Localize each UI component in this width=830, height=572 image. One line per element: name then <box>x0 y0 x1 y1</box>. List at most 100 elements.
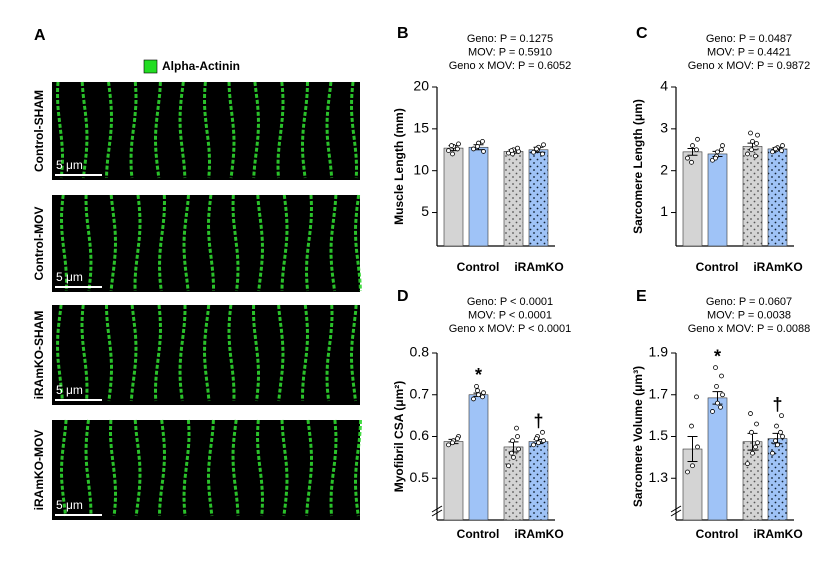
data-point <box>720 143 725 148</box>
bar <box>528 149 549 247</box>
data-point <box>474 383 479 389</box>
data-point <box>446 148 451 154</box>
micrograph <box>52 195 360 292</box>
data-point <box>506 463 511 469</box>
z-line <box>353 194 362 292</box>
z-line <box>158 419 167 517</box>
data-point <box>540 429 545 435</box>
z-line <box>60 419 68 517</box>
y-tick-label: 1.9 <box>649 344 669 360</box>
data-point <box>685 469 690 475</box>
data-point <box>753 444 758 450</box>
y-tick-label: 1.3 <box>649 469 669 485</box>
data-point <box>695 136 700 142</box>
z-line <box>277 304 285 402</box>
z-line <box>84 419 93 517</box>
z-line <box>55 81 64 179</box>
data-point <box>511 454 516 460</box>
data-point <box>754 421 759 427</box>
stat-line: MOV: P = 0.4421 <box>707 46 791 58</box>
y-tick-label: 1 <box>660 203 668 219</box>
data-point <box>770 149 775 155</box>
y-tick-label: 1.7 <box>649 385 669 401</box>
data-point <box>536 440 541 446</box>
x-group-label: Control <box>457 527 500 541</box>
data-point <box>719 373 724 379</box>
data-point <box>510 438 515 444</box>
y-tick-label: 10 <box>413 161 429 177</box>
z-line <box>280 419 289 517</box>
stat-line: MOV: P = 0.5910 <box>468 46 552 58</box>
y-tick-label: 4 <box>660 78 668 94</box>
panel-label: D <box>397 288 409 305</box>
x-group-label: Control <box>696 527 739 541</box>
bar <box>468 146 489 247</box>
bar <box>767 148 788 247</box>
data-point <box>450 151 455 157</box>
z-line <box>206 194 215 291</box>
z-line <box>109 194 118 292</box>
data-point <box>534 146 539 152</box>
z-line <box>256 194 265 292</box>
data-point <box>690 463 695 469</box>
z-line <box>329 194 338 292</box>
y-tick-label: 0.5 <box>410 469 430 485</box>
bar <box>707 153 728 247</box>
data-point <box>775 442 780 448</box>
data-point <box>750 138 755 144</box>
x-group-label: iRAmKO <box>753 260 802 274</box>
data-point <box>748 130 753 136</box>
data-point <box>713 365 718 371</box>
z-line <box>227 304 236 402</box>
data-point <box>455 146 460 152</box>
z-line <box>329 419 338 517</box>
data-point <box>509 450 514 456</box>
stat-line: Geno x MOV: P < 0.0001 <box>449 323 572 335</box>
bar <box>682 151 703 247</box>
scale-bar-label: 5 μm <box>56 270 83 284</box>
data-point <box>773 438 778 444</box>
data-point <box>715 400 720 406</box>
z-line <box>129 81 138 179</box>
z-line <box>305 419 313 517</box>
z-line <box>178 305 187 402</box>
z-line <box>154 81 162 179</box>
z-line <box>255 419 265 517</box>
z-line <box>304 194 314 292</box>
data-point <box>745 151 750 157</box>
data-point <box>710 409 715 414</box>
z-line <box>227 81 236 179</box>
y-tick-label: 15 <box>413 120 429 136</box>
stat-line: MOV: P = 0.0038 <box>707 309 791 321</box>
y-tick-label: 5 <box>421 203 429 219</box>
significance-marker: † <box>772 394 782 414</box>
z-line <box>80 81 89 179</box>
z-line <box>182 194 190 292</box>
data-point <box>541 142 546 148</box>
significance-marker: * <box>714 346 721 366</box>
axis-break <box>431 505 443 517</box>
row-label: iRAmKO-MOV <box>32 430 46 511</box>
y-tick-label: 1.5 <box>649 427 669 443</box>
bar <box>443 147 464 247</box>
data-point <box>713 155 718 161</box>
data-point <box>718 404 723 410</box>
micrograph <box>52 420 360 520</box>
data-point <box>481 390 486 396</box>
z-line <box>301 81 309 179</box>
z-line <box>300 304 310 402</box>
data-point <box>690 143 695 148</box>
data-point <box>779 148 784 154</box>
y-tick-label: 0.6 <box>410 427 430 443</box>
significance-marker: † <box>533 411 543 431</box>
scale-bar-label: 5 μm <box>56 158 83 172</box>
z-line <box>231 194 240 292</box>
z-line <box>84 194 93 292</box>
z-line <box>349 81 358 179</box>
z-line <box>207 419 215 517</box>
data-point <box>471 396 476 402</box>
y-tick-label: 2 <box>660 161 668 177</box>
data-point <box>778 429 783 435</box>
data-point <box>745 461 750 467</box>
x-group-label: iRAmKO <box>753 527 802 541</box>
